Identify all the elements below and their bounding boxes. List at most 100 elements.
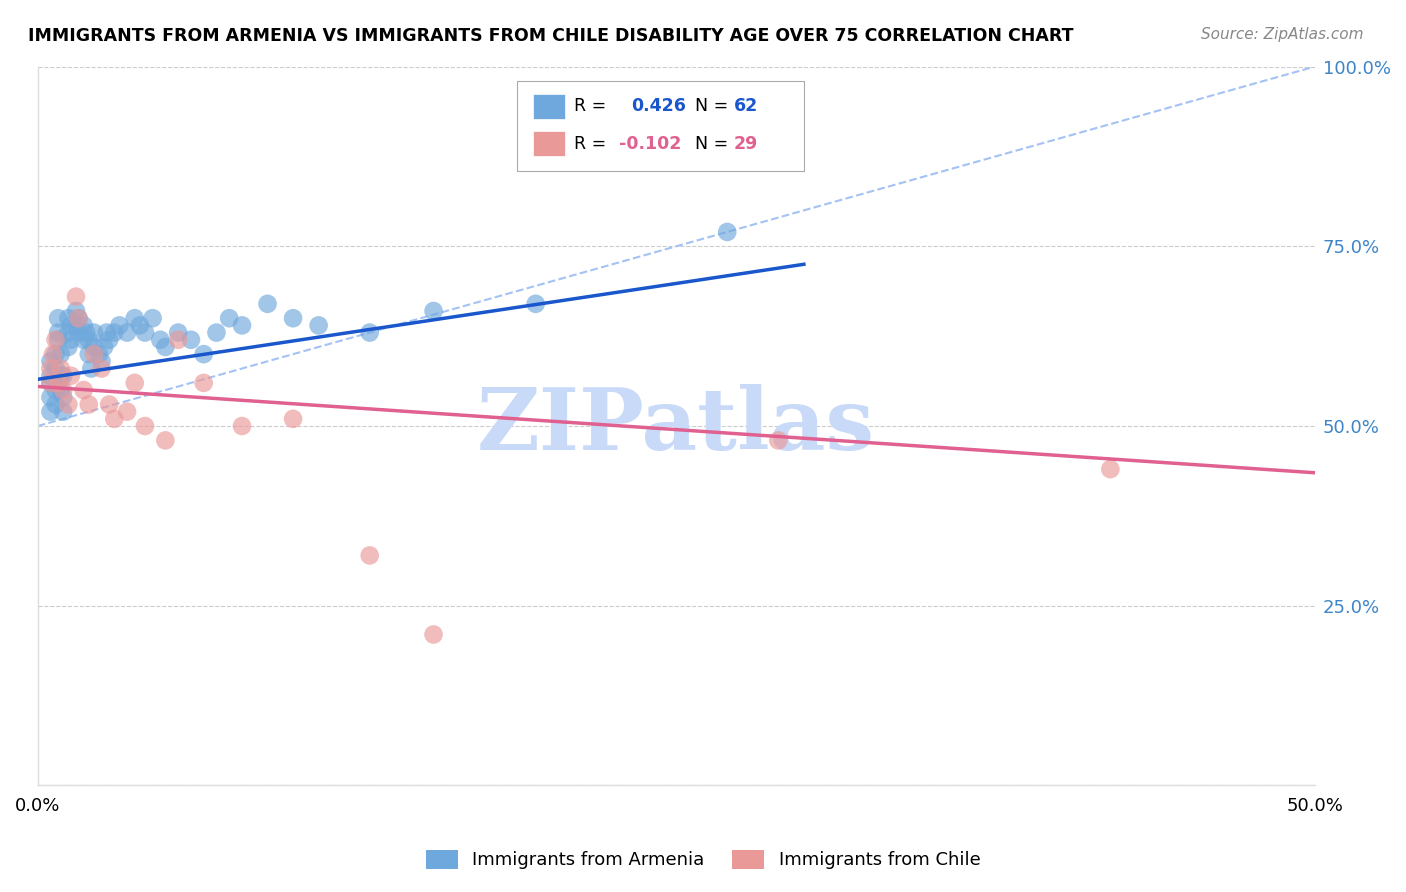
Point	[49, 361, 72, 376]
Point	[39, 361, 62, 376]
Point	[93, 340, 115, 354]
Point	[124, 376, 146, 390]
Text: N =: N =	[696, 97, 728, 115]
Point	[59, 368, 82, 383]
Text: R =: R =	[574, 97, 612, 115]
Point	[359, 549, 381, 563]
Point	[716, 225, 738, 239]
Point	[155, 434, 177, 448]
Point	[45, 333, 67, 347]
Point	[46, 326, 69, 340]
Point	[67, 311, 90, 326]
Legend: Immigrants from Armenia, Immigrants from Chile: Immigrants from Armenia, Immigrants from…	[416, 841, 990, 879]
Point	[39, 390, 62, 404]
Point	[58, 340, 80, 354]
Text: R =: R =	[574, 135, 612, 153]
Point	[52, 390, 75, 404]
Point	[205, 326, 228, 340]
Point	[59, 333, 82, 347]
Point	[155, 340, 177, 354]
Text: 0.426: 0.426	[631, 97, 686, 115]
FancyBboxPatch shape	[516, 81, 804, 171]
Point	[1099, 462, 1122, 476]
Point	[83, 326, 105, 340]
Text: IMMIGRANTS FROM ARMENIA VS IMMIGRANTS FROM CHILE DISABILITY AGE OVER 75 CORRELAT: IMMIGRANTS FROM ARMENIA VS IMMIGRANTS FR…	[28, 27, 1074, 45]
Point	[98, 397, 121, 411]
Point	[90, 354, 112, 368]
Point	[39, 354, 62, 368]
Point	[90, 361, 112, 376]
Bar	[533, 94, 565, 119]
Point	[46, 333, 69, 347]
Point	[65, 304, 87, 318]
Point	[281, 412, 304, 426]
Point	[39, 376, 62, 390]
Point	[231, 318, 253, 333]
Point	[59, 318, 82, 333]
Text: 62: 62	[734, 97, 758, 115]
Point	[134, 326, 156, 340]
Point	[193, 347, 215, 361]
Point	[73, 383, 96, 397]
Point	[67, 326, 90, 340]
Point	[39, 404, 62, 418]
Point	[65, 290, 87, 304]
Text: Source: ZipAtlas.com: Source: ZipAtlas.com	[1201, 27, 1364, 42]
Point	[58, 397, 80, 411]
Point	[359, 326, 381, 340]
Point	[73, 333, 96, 347]
Point	[524, 297, 547, 311]
Point	[45, 361, 67, 376]
Text: 29: 29	[734, 135, 758, 153]
Point	[49, 383, 72, 397]
Point	[46, 376, 69, 390]
Text: N =: N =	[696, 135, 728, 153]
Point	[58, 311, 80, 326]
Point	[115, 326, 138, 340]
Point	[39, 368, 62, 383]
Point	[193, 376, 215, 390]
Point	[231, 419, 253, 434]
Point	[98, 333, 121, 347]
Point	[218, 311, 240, 326]
Point	[308, 318, 330, 333]
Point	[87, 347, 110, 361]
Point	[45, 383, 67, 397]
Point	[73, 318, 96, 333]
Point	[180, 333, 202, 347]
Point	[281, 311, 304, 326]
Point	[96, 326, 118, 340]
Point	[49, 368, 72, 383]
Point	[115, 404, 138, 418]
Point	[103, 412, 125, 426]
Point	[103, 326, 125, 340]
Point	[77, 347, 100, 361]
Point	[768, 434, 790, 448]
Point	[422, 627, 444, 641]
Bar	[533, 131, 565, 156]
Point	[39, 376, 62, 390]
Point	[58, 326, 80, 340]
Point	[45, 397, 67, 411]
Point	[142, 311, 165, 326]
Point	[46, 311, 69, 326]
Point	[134, 419, 156, 434]
Point	[422, 304, 444, 318]
Point	[124, 311, 146, 326]
Point	[52, 368, 75, 383]
Point	[77, 397, 100, 411]
Point	[49, 347, 72, 361]
Point	[80, 361, 103, 376]
Point	[52, 383, 75, 397]
Point	[167, 333, 190, 347]
Point	[52, 404, 75, 418]
Point	[83, 347, 105, 361]
Point	[75, 326, 97, 340]
Point	[67, 311, 90, 326]
Point	[77, 333, 100, 347]
Point	[108, 318, 131, 333]
Point	[65, 318, 87, 333]
Point	[256, 297, 278, 311]
Point	[167, 326, 190, 340]
Point	[128, 318, 150, 333]
